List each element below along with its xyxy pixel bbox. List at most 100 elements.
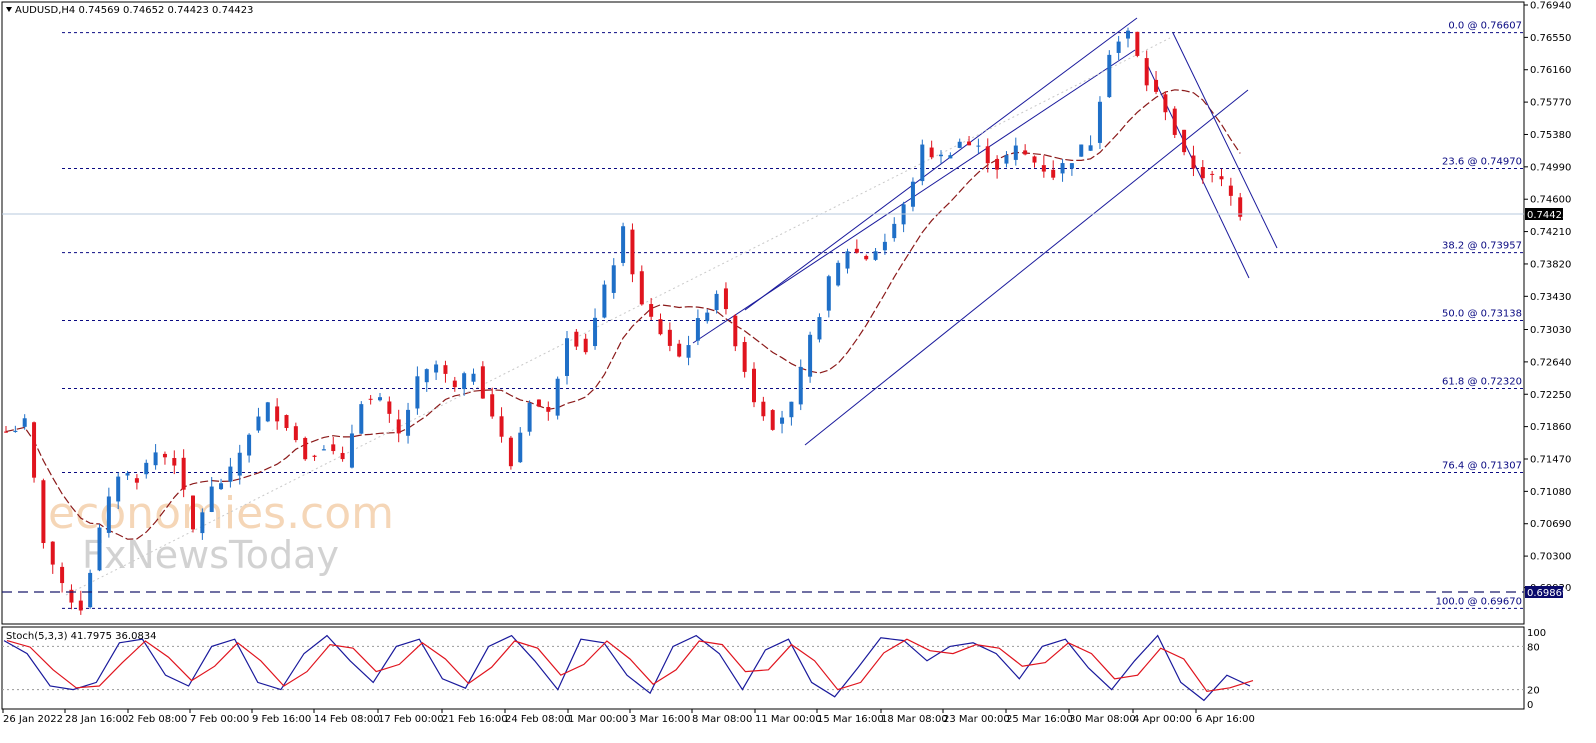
candle — [378, 392, 382, 402]
candle-body — [948, 155, 953, 159]
candle-body — [480, 366, 485, 399]
price-label: 0.76940 — [1530, 1, 1571, 12]
candle-body — [976, 145, 981, 147]
candle — [1051, 160, 1056, 181]
price-label: 0.74210 — [1530, 227, 1571, 238]
stoch-panel-frame — [1, 626, 1525, 710]
candle — [125, 470, 130, 480]
fib-label: 76.4 @ 0.71307 — [1442, 461, 1522, 472]
candle — [490, 387, 495, 419]
candle — [22, 414, 27, 430]
candle-body — [303, 437, 308, 460]
candle — [387, 396, 392, 423]
watermark-fxnewstoday: FxNewsToday — [82, 533, 339, 577]
candle-body — [780, 417, 785, 424]
candle-body — [574, 331, 579, 347]
price-label: 0.76550 — [1530, 33, 1571, 44]
candle-body — [368, 398, 373, 400]
candle-body — [1023, 150, 1028, 155]
candle — [443, 360, 448, 383]
candle — [929, 140, 934, 160]
time-label: 28 Jan 16:00 — [65, 714, 128, 725]
candle — [789, 401, 794, 426]
candle-body — [349, 433, 354, 468]
candle — [499, 407, 504, 443]
candle — [1135, 31, 1140, 58]
candle-body — [293, 426, 298, 441]
candle — [508, 435, 513, 470]
candle-body — [490, 394, 495, 417]
candle-body — [97, 527, 102, 571]
candle — [331, 437, 336, 455]
candle-body — [1051, 169, 1056, 178]
price-label: 0.70300 — [1530, 552, 1571, 563]
fib-label: 61.8 @ 0.72320 — [1442, 376, 1522, 387]
candle — [78, 590, 83, 615]
candle — [527, 400, 532, 436]
candle — [88, 569, 93, 609]
candle — [1144, 50, 1149, 92]
candle-body — [22, 418, 27, 427]
candle — [256, 407, 261, 433]
candle — [219, 478, 224, 491]
candle-body — [695, 318, 700, 341]
candle-body — [714, 293, 719, 311]
candle-body — [256, 416, 261, 431]
price-label: 0.76160 — [1530, 65, 1571, 76]
time-label: 4 Apr 00:00 — [1133, 714, 1192, 725]
time-label: 23 Mar 00:00 — [943, 714, 1010, 725]
time-label: 2 Feb 08:00 — [128, 714, 187, 725]
candle — [1182, 129, 1187, 156]
candle-body — [1032, 156, 1037, 163]
candle-body — [1088, 145, 1093, 151]
candle — [686, 335, 691, 366]
candle-body — [565, 338, 569, 376]
candle-body — [649, 304, 654, 317]
candle — [583, 333, 588, 355]
candle — [939, 150, 943, 164]
candle-body — [13, 430, 18, 432]
candle — [845, 248, 850, 274]
svg-text:AUDUSD,H4 0.74569 0.74652 0.7: AUDUSD,H4 0.74569 0.74652 0.74423 0.7442… — [15, 5, 253, 16]
price-label: 0.71860 — [1530, 422, 1571, 433]
candle-body — [275, 406, 280, 422]
candle — [452, 376, 457, 392]
candle — [574, 328, 579, 350]
candle — [312, 454, 317, 461]
candle-body — [452, 380, 457, 388]
candle-body — [125, 473, 130, 476]
candle-body — [200, 512, 205, 534]
candle-body — [1182, 129, 1187, 153]
candle-body — [667, 329, 672, 346]
candle — [1097, 96, 1102, 150]
price-label: 0.75770 — [1530, 98, 1571, 109]
candle — [649, 297, 654, 321]
price-label: 0.71470 — [1530, 454, 1571, 465]
candle — [555, 376, 560, 420]
candle-body — [770, 410, 775, 430]
candle-body — [1116, 41, 1121, 53]
candle — [882, 233, 887, 255]
candle — [1023, 144, 1028, 156]
candle — [985, 138, 990, 173]
candle-body — [387, 401, 392, 414]
candle — [69, 584, 74, 610]
price-label: 0.74600 — [1530, 195, 1571, 206]
candle — [1041, 155, 1046, 178]
dropdown-arrow-icon[interactable] — [6, 7, 12, 12]
candle — [284, 414, 289, 431]
candle-body — [321, 449, 326, 451]
candle — [209, 477, 214, 513]
fib-label: 38.2 @ 0.73957 — [1442, 241, 1522, 252]
candle — [602, 280, 607, 319]
candle-body — [499, 416, 504, 437]
candle — [321, 445, 326, 451]
candle-body — [284, 415, 289, 429]
candle — [153, 444, 158, 470]
stochastic-oscillator: 100 80 20 0 — [2, 628, 1546, 711]
candle — [565, 330, 569, 385]
candle — [480, 361, 485, 399]
candle-body — [4, 431, 8, 433]
candle — [368, 395, 373, 405]
